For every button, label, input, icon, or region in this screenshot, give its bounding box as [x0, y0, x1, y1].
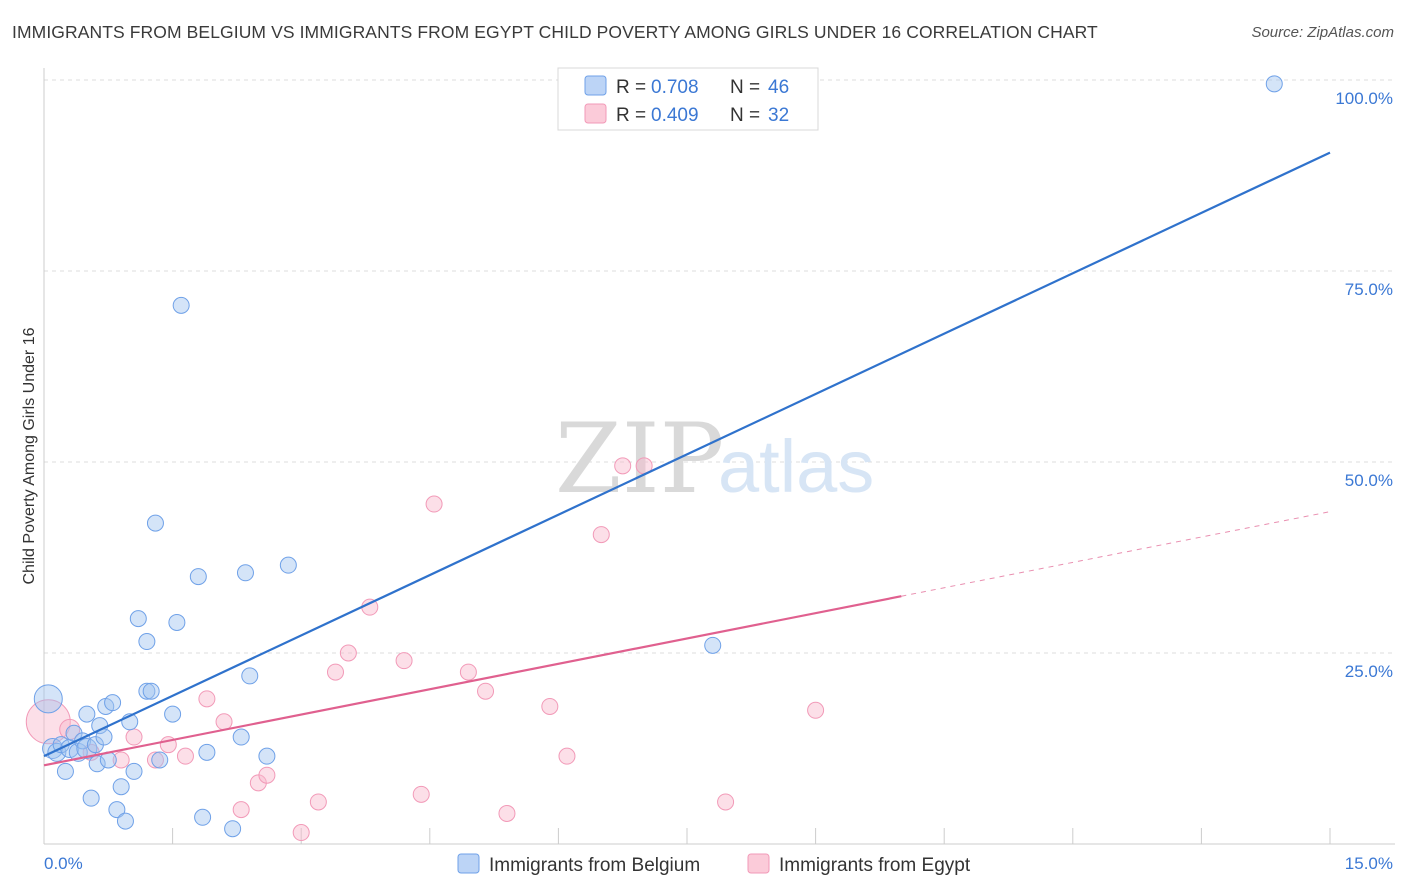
- belgium-point: [279, 556, 297, 574]
- belgium-point: [704, 636, 722, 654]
- egypt-point: [309, 793, 327, 811]
- belgium-point: [198, 743, 216, 761]
- egypt-point: [498, 804, 516, 822]
- belgium-point: [82, 789, 100, 807]
- legend-n-value: 32: [768, 105, 789, 126]
- belgium-trend-line: [43, 151, 1331, 758]
- egypt-point: [412, 785, 430, 803]
- bottom-legend-egypt: Immigrants from Egypt: [779, 855, 971, 876]
- legend-swatch-egypt: [584, 103, 607, 124]
- egypt-point: [258, 766, 276, 784]
- tick-labels: 25.0% 50.0% 75.0% 100.0% 0.0% 15.0%: [44, 89, 1393, 873]
- belgium-point: [258, 747, 276, 765]
- egypt-point: [176, 747, 194, 765]
- bottom-legend-swatch-belgium: [457, 853, 480, 874]
- legend-n-value: 46: [768, 77, 789, 98]
- x-tick-label: 0.0%: [44, 854, 83, 873]
- belgium-point: [138, 682, 156, 700]
- egypt-point: [326, 663, 344, 681]
- legend-n-label: N =: [730, 77, 760, 98]
- belgium-point: [194, 808, 212, 826]
- belgium-point: [241, 667, 259, 685]
- y-tick-label: 75.0%: [1345, 280, 1393, 299]
- egypt-point: [146, 751, 164, 769]
- egypt-points: [25, 457, 825, 842]
- egypt-point: [232, 801, 250, 819]
- trend-lines: [43, 151, 1331, 767]
- legend-n-label: N =: [730, 105, 760, 126]
- egypt-point: [425, 495, 443, 513]
- egypt-point: [198, 690, 216, 708]
- belgium-point: [224, 820, 242, 838]
- belgium-point: [236, 564, 254, 582]
- belgium-point: [189, 568, 207, 586]
- egypt-point: [25, 699, 71, 745]
- egypt-point: [614, 457, 632, 475]
- egypt-trend-extension: [901, 511, 1331, 597]
- belgium-point: [116, 812, 134, 830]
- belgium-point: [164, 705, 182, 723]
- egypt-point: [292, 824, 310, 842]
- egypt-point: [717, 793, 735, 811]
- egypt-point: [125, 728, 143, 746]
- belgium-point: [1265, 75, 1283, 93]
- axes: [43, 68, 1395, 845]
- belgium-point: [108, 801, 126, 819]
- egypt-point: [558, 747, 576, 765]
- belgium-point: [168, 613, 186, 631]
- belgium-point: [146, 514, 164, 532]
- legend-swatch-belgium: [584, 75, 607, 96]
- belgium-point: [125, 762, 143, 780]
- chart-title: IMMIGRANTS FROM BELGIUM VS IMMIGRANTS FR…: [12, 22, 1098, 42]
- belgium-point: [104, 694, 122, 712]
- watermark: ZIP atlas: [555, 403, 874, 515]
- y-tick-label: 100.0%: [1335, 89, 1393, 108]
- legend-r-value: 0.708: [651, 77, 699, 98]
- y-tick-label: 25.0%: [1345, 662, 1393, 681]
- legend: R = 0.708 N = 46 R = 0.409 N = 32: [557, 67, 819, 131]
- watermark-atlas: atlas: [718, 425, 874, 508]
- belgium-point: [138, 633, 156, 651]
- legend-r-label: R =: [616, 105, 646, 126]
- egypt-point: [215, 713, 233, 731]
- belgium-point: [151, 751, 169, 769]
- egypt-trend-line: [43, 595, 902, 767]
- belgium-point: [76, 738, 98, 759]
- belgium-point: [142, 682, 160, 700]
- egypt-point: [592, 526, 610, 544]
- egypt-point: [477, 682, 495, 700]
- y-axis-label: Child Poverty Among Girls Under 16: [21, 327, 38, 584]
- egypt-point: [807, 701, 825, 719]
- belgium-point: [56, 762, 74, 780]
- bottom-legend: Immigrants from Belgium Immigrants from …: [457, 853, 971, 876]
- egypt-point: [395, 652, 413, 670]
- belgium-point: [78, 705, 96, 723]
- legend-r-label: R =: [616, 77, 646, 98]
- belgium-point: [112, 778, 130, 796]
- bottom-legend-swatch-egypt: [747, 853, 770, 874]
- bottom-legend-belgium: Immigrants from Belgium: [489, 855, 700, 876]
- egypt-point: [112, 751, 130, 769]
- egypt-point: [339, 644, 357, 662]
- belgium-point: [172, 296, 190, 314]
- belgium-point: [33, 684, 63, 714]
- source-label: Source: ZipAtlas.com: [1251, 24, 1394, 41]
- y-tick-label: 50.0%: [1345, 471, 1393, 490]
- belgium-point: [232, 728, 250, 746]
- legend-r-value: 0.409: [651, 105, 699, 126]
- egypt-point: [541, 697, 559, 715]
- x-tick-label: 15.0%: [1345, 854, 1393, 873]
- belgium-point: [129, 610, 147, 628]
- egypt-point: [459, 663, 477, 681]
